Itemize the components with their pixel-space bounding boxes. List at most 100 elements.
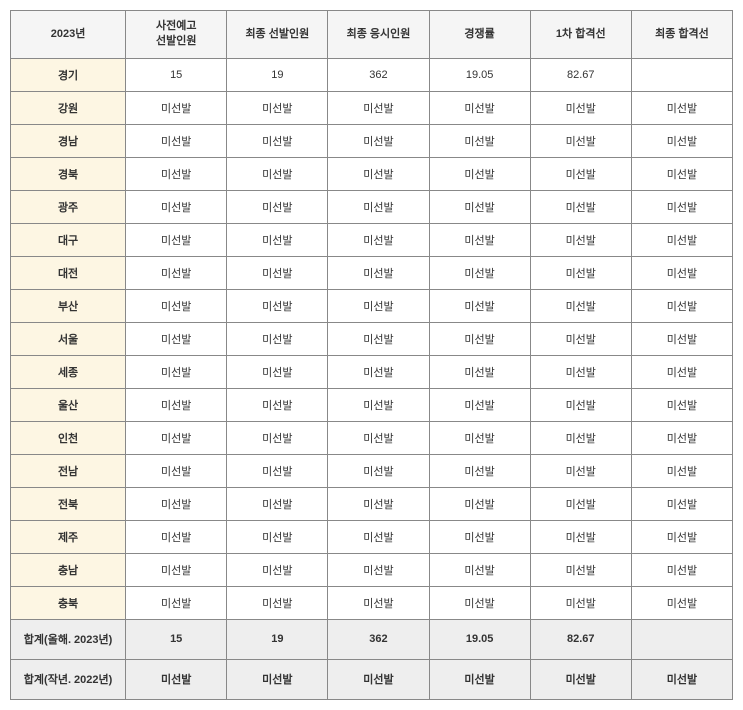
table-row: 경기151936219.0582.67 <box>11 58 733 91</box>
table-row: 경남미선발미선발미선발미선발미선발미선발 <box>11 124 733 157</box>
header-cell: 최종 합격선 <box>631 11 732 59</box>
region-cell: 경남 <box>11 124 126 157</box>
data-cell: 미선발 <box>227 124 328 157</box>
data-cell: 미선발 <box>631 487 732 520</box>
data-cell: 미선발 <box>126 454 227 487</box>
data-cell: 미선발 <box>631 553 732 586</box>
data-cell: 미선발 <box>631 157 732 190</box>
data-cell: 미선발 <box>227 388 328 421</box>
data-cell: 미선발 <box>631 91 732 124</box>
data-cell: 미선발 <box>429 487 530 520</box>
header-cell: 최종 응시인원 <box>328 11 429 59</box>
data-cell: 미선발 <box>328 553 429 586</box>
data-cell: 미선발 <box>429 355 530 388</box>
region-cell: 대구 <box>11 223 126 256</box>
data-cell: 미선발 <box>126 355 227 388</box>
summary-cell <box>631 619 732 659</box>
data-cell: 미선발 <box>328 487 429 520</box>
table-row: 충남미선발미선발미선발미선발미선발미선발 <box>11 553 733 586</box>
data-cell: 미선발 <box>530 355 631 388</box>
data-cell: 미선발 <box>429 223 530 256</box>
table-row: 대구미선발미선발미선발미선발미선발미선발 <box>11 223 733 256</box>
table-row: 부산미선발미선발미선발미선발미선발미선발 <box>11 289 733 322</box>
data-cell: 미선발 <box>328 454 429 487</box>
region-cell: 인천 <box>11 421 126 454</box>
table-row: 광주미선발미선발미선발미선발미선발미선발 <box>11 190 733 223</box>
data-cell: 미선발 <box>530 322 631 355</box>
data-cell: 미선발 <box>530 553 631 586</box>
summary-cell: 미선발 <box>227 659 328 699</box>
data-cell: 미선발 <box>429 190 530 223</box>
data-cell: 미선발 <box>227 223 328 256</box>
data-cell: 미선발 <box>631 322 732 355</box>
table-row: 전북미선발미선발미선발미선발미선발미선발 <box>11 487 733 520</box>
data-cell: 미선발 <box>530 454 631 487</box>
region-cell: 전북 <box>11 487 126 520</box>
data-cell: 미선발 <box>429 553 530 586</box>
table-row: 제주미선발미선발미선발미선발미선발미선발 <box>11 520 733 553</box>
region-cell: 서울 <box>11 322 126 355</box>
data-cell: 미선발 <box>429 157 530 190</box>
summary-cell: 미선발 <box>126 659 227 699</box>
summary-cell: 미선발 <box>429 659 530 699</box>
data-cell <box>631 58 732 91</box>
table-row: 전남미선발미선발미선발미선발미선발미선발 <box>11 454 733 487</box>
region-cell: 전남 <box>11 454 126 487</box>
summary-label: 합계(작년. 2022년) <box>11 659 126 699</box>
region-cell: 광주 <box>11 190 126 223</box>
header-cell: 최종 선발인원 <box>227 11 328 59</box>
data-cell: 미선발 <box>227 586 328 619</box>
data-cell: 미선발 <box>631 421 732 454</box>
data-cell: 미선발 <box>429 454 530 487</box>
data-cell: 미선발 <box>429 421 530 454</box>
data-cell: 미선발 <box>227 256 328 289</box>
region-cell: 경기 <box>11 58 126 91</box>
region-cell: 경북 <box>11 157 126 190</box>
region-cell: 제주 <box>11 520 126 553</box>
data-cell: 미선발 <box>328 421 429 454</box>
data-cell: 미선발 <box>631 256 732 289</box>
data-cell: 미선발 <box>227 190 328 223</box>
data-cell: 미선발 <box>227 91 328 124</box>
data-cell: 미선발 <box>631 586 732 619</box>
summary-row: 합계(작년. 2022년)미선발미선발미선발미선발미선발미선발 <box>11 659 733 699</box>
data-cell: 19.05 <box>429 58 530 91</box>
data-cell: 15 <box>126 58 227 91</box>
data-cell: 미선발 <box>530 388 631 421</box>
data-cell: 미선발 <box>328 586 429 619</box>
data-cell: 미선발 <box>530 520 631 553</box>
data-cell: 미선발 <box>126 487 227 520</box>
table-header: 2023년사전예고선발인원최종 선발인원최종 응시인원경쟁률1차 합격선최종 합… <box>11 11 733 59</box>
data-table: 2023년사전예고선발인원최종 선발인원최종 응시인원경쟁률1차 합격선최종 합… <box>10 10 733 700</box>
summary-cell: 19.05 <box>429 619 530 659</box>
summary-cell: 미선발 <box>631 659 732 699</box>
data-cell: 미선발 <box>126 157 227 190</box>
table-row: 대전미선발미선발미선발미선발미선발미선발 <box>11 256 733 289</box>
table-row: 서울미선발미선발미선발미선발미선발미선발 <box>11 322 733 355</box>
data-cell: 미선발 <box>126 586 227 619</box>
table-row: 울산미선발미선발미선발미선발미선발미선발 <box>11 388 733 421</box>
data-cell: 미선발 <box>530 256 631 289</box>
summary-label: 합계(올해. 2023년) <box>11 619 126 659</box>
header-cell: 경쟁률 <box>429 11 530 59</box>
table-row: 인천미선발미선발미선발미선발미선발미선발 <box>11 421 733 454</box>
data-cell: 미선발 <box>126 289 227 322</box>
data-cell: 미선발 <box>328 322 429 355</box>
data-cell: 미선발 <box>631 289 732 322</box>
data-cell: 미선발 <box>126 322 227 355</box>
data-cell: 미선발 <box>328 223 429 256</box>
data-cell: 미선발 <box>227 553 328 586</box>
summary-cell: 362 <box>328 619 429 659</box>
header-cell: 2023년 <box>11 11 126 59</box>
data-cell: 미선발 <box>631 520 732 553</box>
data-cell: 미선발 <box>530 157 631 190</box>
table-row: 강원미선발미선발미선발미선발미선발미선발 <box>11 91 733 124</box>
data-cell: 미선발 <box>227 421 328 454</box>
data-cell: 미선발 <box>328 355 429 388</box>
data-cell: 미선발 <box>126 223 227 256</box>
region-cell: 강원 <box>11 91 126 124</box>
data-cell: 미선발 <box>126 91 227 124</box>
data-cell: 미선발 <box>126 388 227 421</box>
data-cell: 미선발 <box>126 553 227 586</box>
data-cell: 미선발 <box>126 190 227 223</box>
